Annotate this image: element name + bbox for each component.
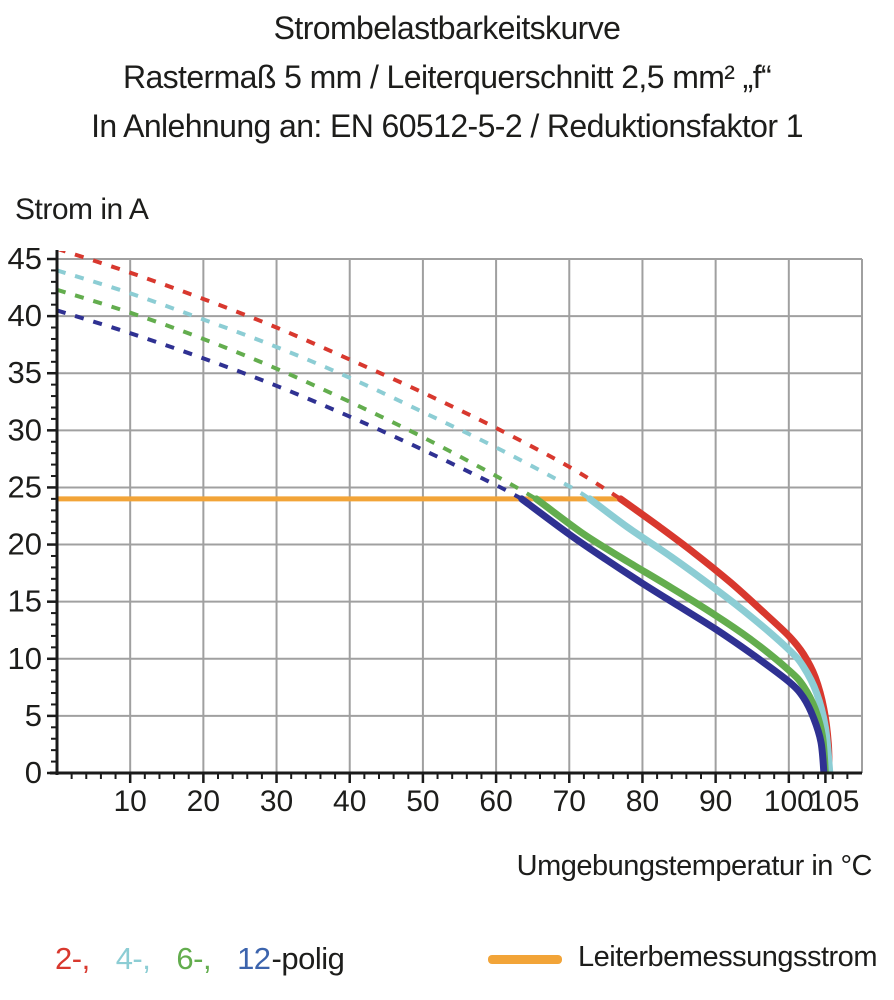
legend-rated-current: Leiterbemessungsstrom	[488, 941, 877, 974]
legend-item-2-polig: 2-,	[55, 941, 90, 976]
x-tick-label: 105	[809, 785, 859, 818]
y-tick-label: 20	[8, 527, 42, 562]
curves-layer	[57, 251, 834, 773]
y-tick-label: 10	[8, 641, 42, 676]
y-tick-label: 25	[8, 469, 42, 504]
curve-12-polig-dashed	[57, 308, 523, 501]
x-tick-label: 80	[626, 785, 659, 818]
rated-current-label: Leiterbemessungsstrom	[578, 941, 877, 973]
grid	[57, 258, 863, 773]
y-tick-label: 5	[25, 698, 42, 733]
y-tick-label: 45	[8, 241, 42, 276]
chart-title-line3: In Anlehnung an: EN 60512-5-2 / Reduktio…	[91, 108, 803, 144]
chart-title-block: Strombelastbarkeitskurve Rastermaß 5 mm …	[0, 4, 894, 151]
curve-2-polig-dashed	[57, 251, 622, 501]
legend-item-6-polig: 6-,	[176, 941, 212, 976]
y-tick-label: 15	[8, 584, 42, 619]
chart-title-line1: Strombelastbarkeitskurve	[273, 10, 621, 46]
x-tick-label: 40	[333, 785, 366, 818]
y-tick-label: 40	[8, 298, 42, 333]
legend-pole-counts: 2-, 4-, 6-, 12 -polig	[55, 941, 345, 977]
curve-6-polig-dashed	[57, 287, 538, 501]
y-tick-label: 35	[8, 355, 42, 390]
x-tick-label: 100	[764, 785, 814, 818]
legend-item-4-polig: 4-,	[115, 941, 151, 976]
legend: 2-, 4-, 6-, 12 -polig Leiterbemessungsst…	[0, 941, 894, 991]
x-tick-label: 60	[479, 785, 512, 818]
x-tick-label: 10	[113, 785, 146, 818]
x-axis-title: Umgebungstemperatur in °C	[516, 850, 873, 882]
legend-polig-suffix: -polig	[271, 941, 345, 976]
x-tick-label: 30	[260, 785, 293, 818]
x-tick-label: 90	[699, 785, 732, 818]
curve-4-polig-dashed	[57, 268, 591, 501]
chart-title-line2: Rastermaß 5 mm / Leiterquerschnitt 2,5 m…	[122, 59, 772, 95]
x-tick-label: 70	[553, 785, 586, 818]
rated-current-line-swatch	[488, 954, 562, 964]
x-tick-label: 50	[406, 785, 439, 818]
curve-12-polig-solid	[518, 495, 828, 773]
curve-4-polig-solid	[586, 495, 834, 773]
y-tick-label: 30	[8, 412, 42, 447]
legend-item-12-polig: 12	[237, 941, 271, 976]
y-axis-title: Strom in A	[15, 193, 149, 226]
curve-6-polig-solid	[532, 495, 829, 773]
x-tick-label: 20	[187, 785, 220, 818]
y-tick-label: 0	[25, 755, 42, 790]
